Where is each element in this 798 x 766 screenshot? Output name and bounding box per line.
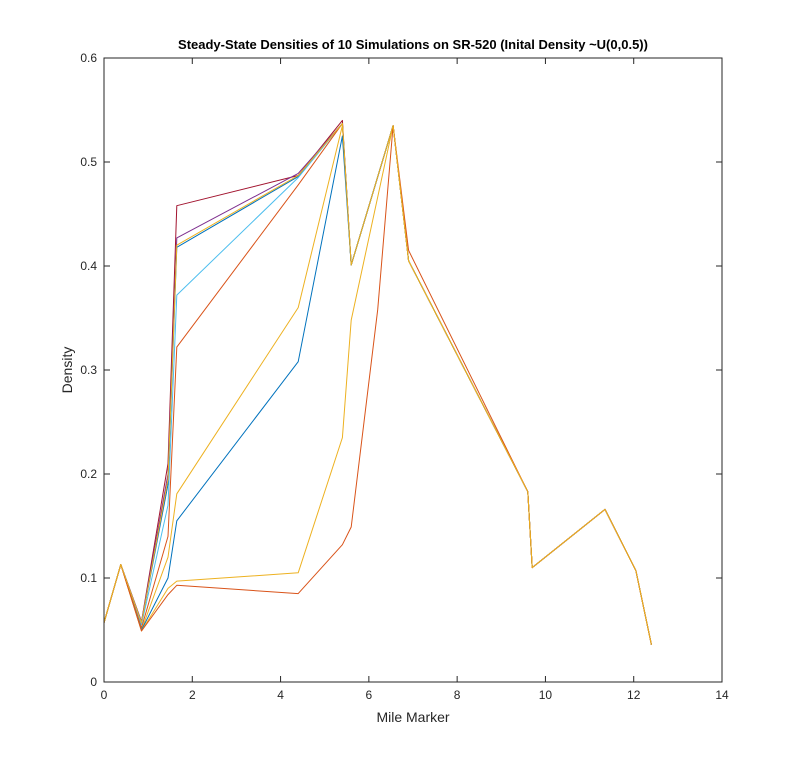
x-tick-label: 12: [627, 688, 641, 702]
x-axis-label: Mile Marker: [376, 709, 449, 725]
x-tick-label: 2: [189, 688, 196, 702]
y-axis-label: Density: [59, 347, 75, 394]
x-tick-label: 0: [101, 688, 108, 702]
x-tick-label: 6: [366, 688, 373, 702]
y-tick-label: 0: [90, 675, 97, 689]
y-tick-label: 0.3: [80, 363, 97, 377]
ticks-layer: 0 2 4 6 8 10 12 14 0 0.1 0.2 0.3 0.4 0.5 0.6: [80, 51, 729, 702]
y-tick-label: 0.1: [80, 571, 97, 585]
y-tick-label: 0.4: [80, 259, 97, 273]
chart-title: Steady-State Densities of 10 Simulations…: [178, 37, 648, 52]
x-tick-label: 4: [277, 688, 284, 702]
x-tick-label: 8: [454, 688, 461, 702]
y-tick-label: 0.6: [80, 51, 97, 65]
y-tick-label: 0.2: [80, 467, 97, 481]
x-tick-label: 14: [715, 688, 729, 702]
y-tick-label: 0.5: [80, 155, 97, 169]
series-layer: [103, 119, 652, 645]
series-line-10: [103, 123, 652, 645]
x-tick-label: 10: [539, 688, 553, 702]
